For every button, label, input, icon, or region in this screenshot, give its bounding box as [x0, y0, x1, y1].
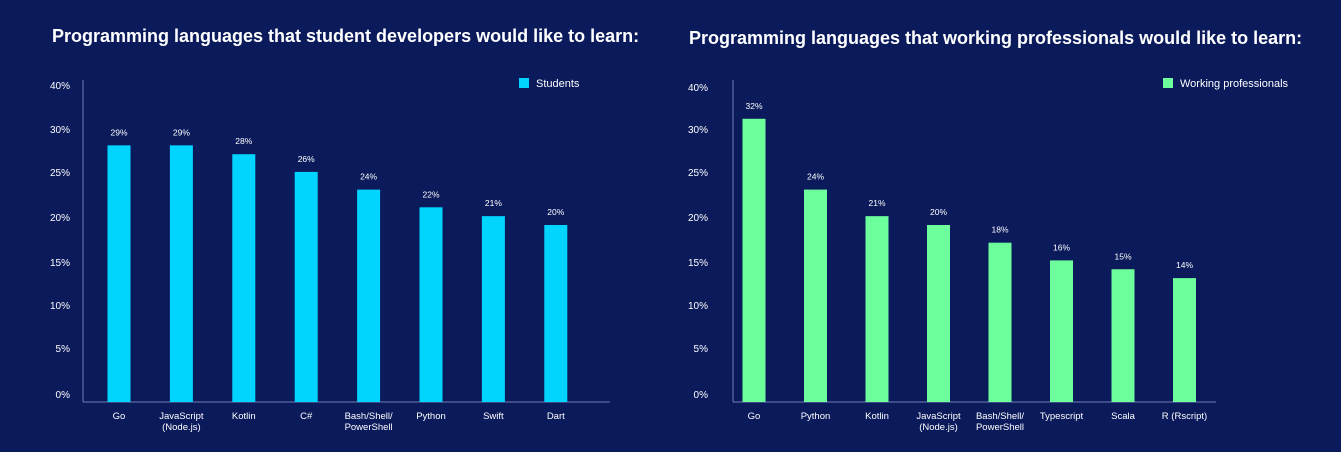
professional-data-label: 18% — [991, 225, 1008, 235]
student-data-label: 21% — [485, 198, 502, 208]
professional-y-tick-label: 15% — [688, 258, 708, 269]
student-x-tick-label: C# — [300, 411, 313, 422]
professional-bar — [927, 225, 950, 402]
student-x-tick-label: Swift — [483, 411, 504, 422]
student-bar — [294, 171, 318, 402]
student-y-tick-label: 20% — [50, 213, 70, 224]
student-y-tick-label: 15% — [50, 258, 70, 269]
professional-y-tick-label: 20% — [688, 213, 708, 224]
student-y-tick-label: 40% — [50, 81, 70, 92]
professional-data-label: 15% — [1114, 251, 1131, 261]
student-y-tick-label: 10% — [50, 301, 70, 312]
professional-bar — [1111, 269, 1135, 402]
professional-data-label: 32% — [745, 101, 762, 111]
student-bar — [419, 207, 443, 402]
professional-data-label: 20% — [930, 207, 947, 217]
professional-x-tick-label: R (Rscript) — [1162, 411, 1207, 422]
professional-data-label: 16% — [1053, 242, 1070, 252]
professional-chart: 0% 5% 10% 15% 20% 25% 30% 40% 32% Go 24% Python 21% K… — [688, 78, 1289, 433]
professional-x-tick-label: Kotlin — [865, 411, 889, 422]
student-y-tick-label: 25% — [50, 168, 70, 179]
professional-bar — [1050, 260, 1073, 402]
student-data-label: 26% — [298, 154, 315, 164]
student-x-tick-label: JavaScript (Node.js) — [159, 411, 204, 433]
professional-chart-title: Programming languages that working profe… — [689, 28, 1303, 48]
professional-bar — [988, 242, 1012, 402]
student-x-tick-label: Kotlin — [232, 411, 256, 422]
student-data-label: 28% — [235, 136, 252, 146]
professional-data-label: 21% — [868, 198, 885, 208]
professional-bar — [804, 189, 827, 402]
student-chart-panel: Programming languages that student devel… — [0, 0, 660, 452]
professional-x-tick-label: Typescript — [1040, 411, 1084, 422]
professional-data-label: 14% — [1176, 260, 1193, 270]
student-y-tick-label: 0% — [56, 390, 71, 401]
student-bar — [169, 145, 193, 402]
professional-y-tick-label: 30% — [688, 125, 708, 136]
professional-x-tick-label: JavaScript (Node.js) — [916, 411, 961, 433]
student-bar — [357, 189, 381, 402]
student-legend-swatch — [519, 78, 529, 88]
professional-bar — [865, 216, 889, 402]
professional-bar — [1173, 278, 1196, 402]
student-data-label: 29% — [173, 127, 190, 137]
professional-legend-swatch — [1163, 78, 1173, 88]
professional-legend-label: Working professionals — [1180, 78, 1289, 90]
professional-bar — [742, 118, 766, 403]
student-x-tick-label: Python — [416, 411, 446, 422]
student-y-tick-label: 5% — [56, 344, 71, 355]
student-chart: 0% 5% 10% 15% 20% 25% 30% 40% 29% Go 29% JavaScript… — [50, 78, 610, 433]
student-bar — [481, 216, 505, 402]
student-bar — [544, 225, 568, 402]
student-y-tick-label: 30% — [50, 125, 70, 136]
professional-y-tick-label: 0% — [694, 390, 709, 401]
professional-chart-panel: Programming languages that working profe… — [660, 0, 1341, 452]
professional-x-tick-label: Go — [748, 411, 761, 422]
student-data-label: 22% — [422, 189, 439, 199]
professional-x-tick-label: Python — [801, 411, 831, 422]
student-x-tick-label: Dart — [547, 411, 565, 422]
professional-y-tick-label: 10% — [688, 301, 708, 312]
student-x-tick-label: Go — [113, 411, 126, 422]
student-bar — [232, 154, 256, 402]
student-x-tick-label: Bash/Shell/PowerShell — [345, 411, 393, 433]
professional-data-label: 24% — [807, 172, 824, 182]
student-data-label: 24% — [360, 172, 377, 182]
student-chart-title: Programming languages that student devel… — [52, 26, 640, 46]
professional-x-tick-label: Bash/Shell/PowerShell — [976, 411, 1024, 433]
student-data-label: 20% — [547, 207, 564, 217]
student-legend-label: Students — [536, 78, 580, 90]
professional-y-tick-label: 5% — [694, 344, 709, 355]
student-data-label: 29% — [110, 127, 127, 137]
professional-x-tick-label: Scala — [1111, 411, 1135, 422]
professional-y-tick-label: 25% — [688, 168, 708, 179]
professional-y-tick-label: 40% — [688, 83, 708, 94]
student-bar — [107, 145, 131, 402]
